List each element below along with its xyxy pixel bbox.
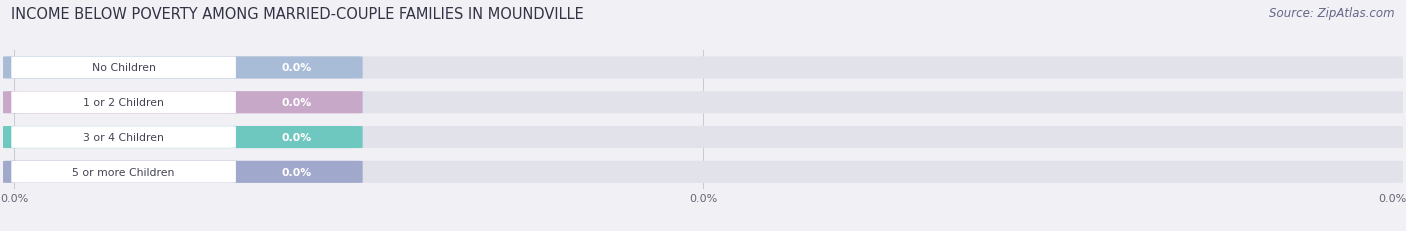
Text: 0.0%: 0.0% [281,63,312,73]
FancyBboxPatch shape [3,92,1403,114]
FancyBboxPatch shape [11,161,236,183]
FancyBboxPatch shape [3,126,363,149]
FancyBboxPatch shape [11,127,236,148]
Text: 1 or 2 Children: 1 or 2 Children [83,98,165,108]
FancyBboxPatch shape [3,161,1403,183]
Text: 5 or more Children: 5 or more Children [73,167,174,177]
Text: 3 or 4 Children: 3 or 4 Children [83,132,165,143]
FancyBboxPatch shape [11,92,236,114]
FancyBboxPatch shape [3,161,363,183]
Text: 0.0%: 0.0% [281,132,312,143]
FancyBboxPatch shape [11,57,236,79]
Text: 0.0%: 0.0% [281,167,312,177]
FancyBboxPatch shape [3,57,363,79]
Text: 0.0%: 0.0% [281,98,312,108]
Text: INCOME BELOW POVERTY AMONG MARRIED-COUPLE FAMILIES IN MOUNDVILLE: INCOME BELOW POVERTY AMONG MARRIED-COUPL… [11,7,583,22]
Text: No Children: No Children [91,63,156,73]
FancyBboxPatch shape [3,126,1403,149]
FancyBboxPatch shape [3,92,363,114]
Text: Source: ZipAtlas.com: Source: ZipAtlas.com [1270,7,1395,20]
FancyBboxPatch shape [3,57,1403,79]
